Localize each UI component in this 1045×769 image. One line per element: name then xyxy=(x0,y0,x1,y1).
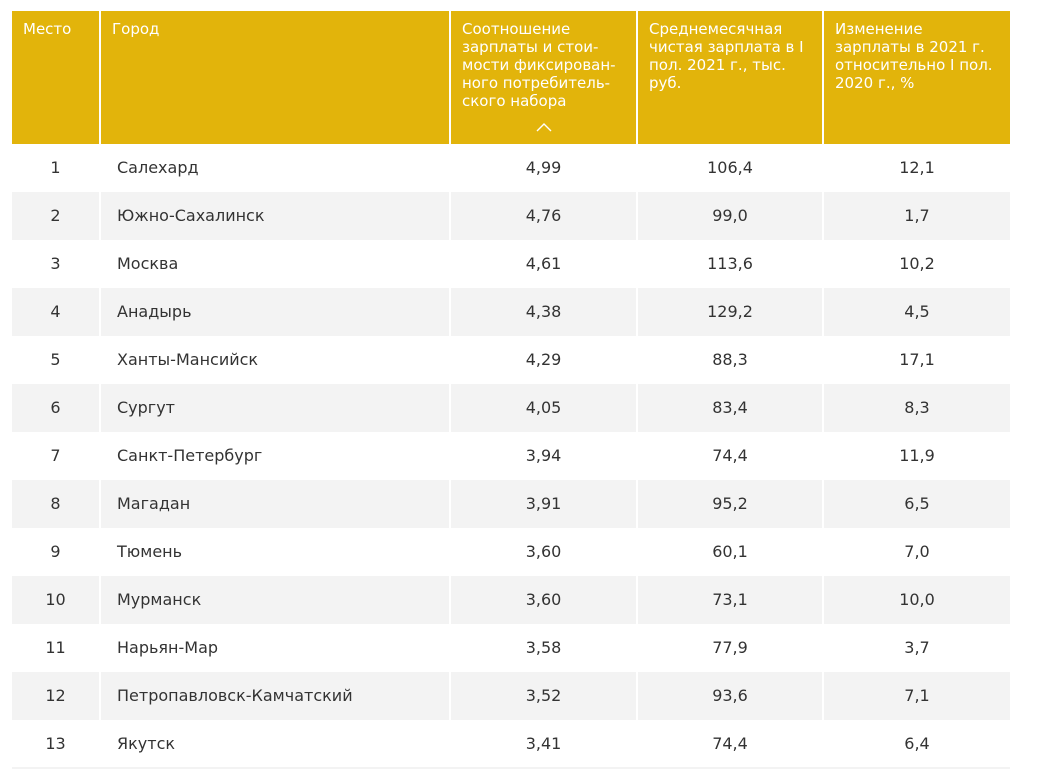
cell-change: 8,3 xyxy=(904,398,930,417)
cell-change: 7,0 xyxy=(904,542,930,561)
cell-ratio: 4,05 xyxy=(451,384,638,432)
cell-salary: 95,2 xyxy=(638,480,824,528)
column-header-rank[interactable]: Место xyxy=(12,11,101,144)
table-row: 3 Москва 4,61 113,6 10,2 xyxy=(12,240,1010,288)
cell-change: 10,2 xyxy=(899,254,935,273)
cell-rank: 2 xyxy=(12,192,101,240)
cell-ratio: 3,60 xyxy=(451,576,638,624)
cell-change: 1,7 xyxy=(904,206,930,225)
cell-city: Петропавловск-Камчатский xyxy=(101,672,451,720)
cell-salary: 88,3 xyxy=(638,336,824,384)
cell-rank: 13 xyxy=(12,720,101,768)
cell-city: Якутск xyxy=(101,720,451,768)
table-row: 9 Тюмень 3,60 60,1 7,0 xyxy=(12,528,1010,576)
cell-salary: 77,9 xyxy=(638,624,824,672)
cell-change: 10,0 xyxy=(899,590,935,609)
cell-city: Магадан xyxy=(101,480,451,528)
table-row: 6 Сургут 4,05 83,4 8,3 xyxy=(12,384,1010,432)
cell-salary: 74,4 xyxy=(638,720,824,768)
cell-rank: 11 xyxy=(12,624,101,672)
cell-change: 11,9 xyxy=(899,446,935,465)
cell-city: Санкт-Петербург xyxy=(101,432,451,480)
cell-city: Ханты-Мансийск xyxy=(101,336,451,384)
cell-rank: 8 xyxy=(12,480,101,528)
table-row: 10 Мурманск 3,60 73,1 10,0 xyxy=(12,576,1010,624)
cell-salary: 129,2 xyxy=(638,288,824,336)
column-header-ratio[interactable]: Соотношение зарплаты и стои-мости фиксир… xyxy=(451,11,638,144)
cell-city: Салехард xyxy=(101,144,451,192)
cell-salary: 106,4 xyxy=(638,144,824,192)
cell-ratio: 3,60 xyxy=(451,528,638,576)
table-bottom-divider xyxy=(12,767,1010,769)
cell-ratio: 3,91 xyxy=(451,480,638,528)
cell-rank: 5 xyxy=(12,336,101,384)
table-header-row: Место Город Соотношение зарплаты и стои-… xyxy=(12,11,1010,144)
column-header-ratio-label: Соотношение зарплаты и стои-мости фиксир… xyxy=(462,20,616,110)
cell-ratio: 3,94 xyxy=(451,432,638,480)
cell-salary: 113,6 xyxy=(638,240,824,288)
cell-ratio: 4,38 xyxy=(451,288,638,336)
cell-ratio: 3,58 xyxy=(451,624,638,672)
salary-ranking-table: Место Город Соотношение зарплаты и стои-… xyxy=(12,11,1010,768)
cell-salary: 93,6 xyxy=(638,672,824,720)
cell-rank: 12 xyxy=(12,672,101,720)
column-header-change[interactable]: Изменение зарплаты в 2021 г. относительн… xyxy=(824,11,1010,144)
column-header-rank-label: Место xyxy=(23,20,72,38)
cell-ratio: 3,52 xyxy=(451,672,638,720)
table-row: 13 Якутск 3,41 74,4 6,4 xyxy=(12,720,1010,768)
cell-ratio: 4,29 xyxy=(451,336,638,384)
table-row: 11 Нарьян-Мар 3,58 77,9 3,7 xyxy=(12,624,1010,672)
cell-city: Сургут xyxy=(101,384,451,432)
table-row: 1 Салехард 4,99 106,4 12,1 xyxy=(12,144,1010,192)
cell-rank: 7 xyxy=(12,432,101,480)
cell-salary: 74,4 xyxy=(638,432,824,480)
table-row: 4 Анадырь 4,38 129,2 4,5 xyxy=(12,288,1010,336)
cell-salary: 60,1 xyxy=(638,528,824,576)
table-row: 12 Петропавловск-Камчатский 3,52 93,6 7,1 xyxy=(12,672,1010,720)
cell-change: 3,7 xyxy=(904,638,930,657)
cell-rank: 3 xyxy=(12,240,101,288)
cell-change: 6,4 xyxy=(904,734,930,753)
cell-change: 6,5 xyxy=(904,494,930,513)
cell-rank: 9 xyxy=(12,528,101,576)
table-row: 8 Магадан 3,91 95,2 6,5 xyxy=(12,480,1010,528)
cell-city: Анадырь xyxy=(101,288,451,336)
cell-rank: 6 xyxy=(12,384,101,432)
table-row: 2 Южно-Сахалинск 4,76 99,0 1,7 xyxy=(12,192,1010,240)
column-header-city-label: Город xyxy=(112,20,160,38)
column-header-salary-label: Среднемесячная чистая зарплата в I пол. … xyxy=(649,20,804,92)
column-header-city[interactable]: Город xyxy=(101,11,451,144)
cell-change: 4,5 xyxy=(904,302,930,321)
cell-ratio: 3,41 xyxy=(451,720,638,768)
column-header-change-label: Изменение зарплаты в 2021 г. относительн… xyxy=(835,20,993,92)
cell-rank: 4 xyxy=(12,288,101,336)
table-row: 5 Ханты-Мансийск 4,29 88,3 17,1 xyxy=(12,336,1010,384)
cell-salary: 99,0 xyxy=(638,192,824,240)
cell-ratio: 4,61 xyxy=(451,240,638,288)
cell-city: Нарьян-Мар xyxy=(101,624,451,672)
table-body: 1 Салехард 4,99 106,4 12,1 2 Южно-Сахалинск 4,7… xyxy=(12,144,1010,768)
column-header-salary[interactable]: Среднемесячная чистая зарплата в I пол. … xyxy=(638,11,824,144)
cell-ratio: 4,76 xyxy=(451,192,638,240)
cell-salary: 73,1 xyxy=(638,576,824,624)
cell-city: Мурманск xyxy=(101,576,451,624)
table-row: 7 Санкт-Петербург 3,94 74,4 11,9 xyxy=(12,432,1010,480)
cell-ratio: 4,99 xyxy=(451,144,638,192)
cell-city: Тюмень xyxy=(101,528,451,576)
cell-city: Москва xyxy=(101,240,451,288)
cell-change: 17,1 xyxy=(899,350,935,369)
cell-change: 12,1 xyxy=(899,158,935,177)
cell-change: 7,1 xyxy=(904,686,930,705)
chevron-up-icon[interactable] xyxy=(536,122,552,132)
cell-salary: 83,4 xyxy=(638,384,824,432)
cell-rank: 10 xyxy=(12,576,101,624)
cell-rank: 1 xyxy=(12,144,101,192)
cell-city: Южно-Сахалинск xyxy=(101,192,451,240)
